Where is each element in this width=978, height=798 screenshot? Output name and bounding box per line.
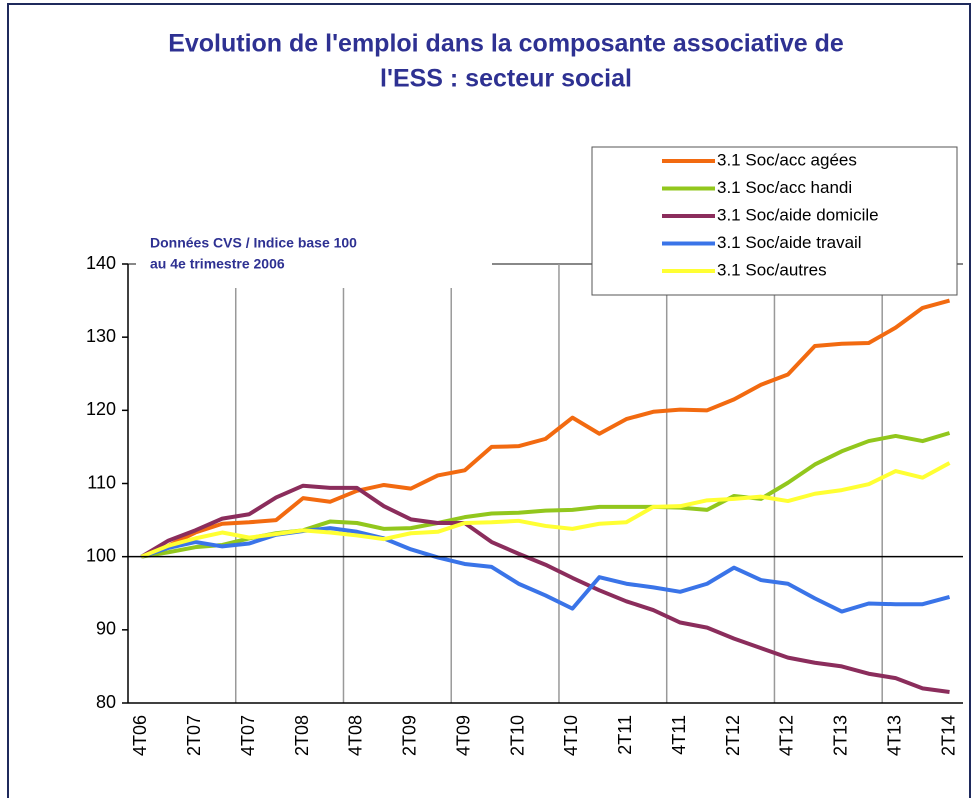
- note-bg: [136, 232, 492, 288]
- note: au 4e trimestre 2006: [150, 256, 285, 272]
- x-tick-label: 2T10: [507, 715, 527, 756]
- x-tick-label: 4T09: [453, 715, 473, 756]
- chart-title: Evolution de l'emploi dans la composante…: [168, 30, 844, 58]
- x-tick-label: 4T11: [669, 715, 689, 755]
- series-line: [140, 298, 951, 559]
- x-tick-label: 2T12: [723, 715, 743, 756]
- x-tick-label: 2T13: [831, 715, 851, 756]
- y-tick-label: 110: [87, 472, 116, 492]
- legend-label: 3.1 Soc/autres: [717, 260, 827, 279]
- chart-title: l'ESS : secteur social: [380, 65, 632, 93]
- x-tick-label: 4T12: [777, 715, 797, 756]
- legend-label: 3.1 Soc/aide travail: [717, 233, 862, 252]
- legend-label: 3.1 Soc/aide domicile: [717, 205, 879, 224]
- y-tick-label: 140: [86, 253, 116, 273]
- y-tick-label: 90: [96, 619, 116, 639]
- x-tick-label: 2T09: [400, 715, 420, 756]
- x-tick-label: 2T07: [184, 715, 204, 756]
- x-tick-label: 4T13: [884, 715, 904, 756]
- series-line: [140, 483, 950, 695]
- legend-label: 3.1 Soc/acc agées: [717, 150, 857, 169]
- y-tick-label: 80: [96, 692, 116, 712]
- note: Données CVS / Indice base 100: [150, 235, 357, 251]
- plot-area: [128, 264, 963, 703]
- x-tick-label: 2T08: [292, 715, 312, 756]
- y-tick-label: 120: [86, 399, 116, 419]
- y-tick-label: 100: [86, 545, 116, 565]
- x-tick-label: 2T11: [615, 715, 635, 755]
- y-tick-label: 130: [86, 326, 116, 346]
- series-line: [140, 461, 951, 559]
- x-tick-label: 4T08: [346, 715, 366, 756]
- x-tick-label: 4T06: [130, 715, 150, 756]
- x-tick-label: 2T14: [938, 715, 958, 756]
- x-tick-label: 4T10: [561, 715, 581, 756]
- legend-label: 3.1 Soc/acc handi: [717, 178, 852, 197]
- legend-box: [591, 146, 958, 296]
- x-tick-label: 4T07: [238, 715, 258, 756]
